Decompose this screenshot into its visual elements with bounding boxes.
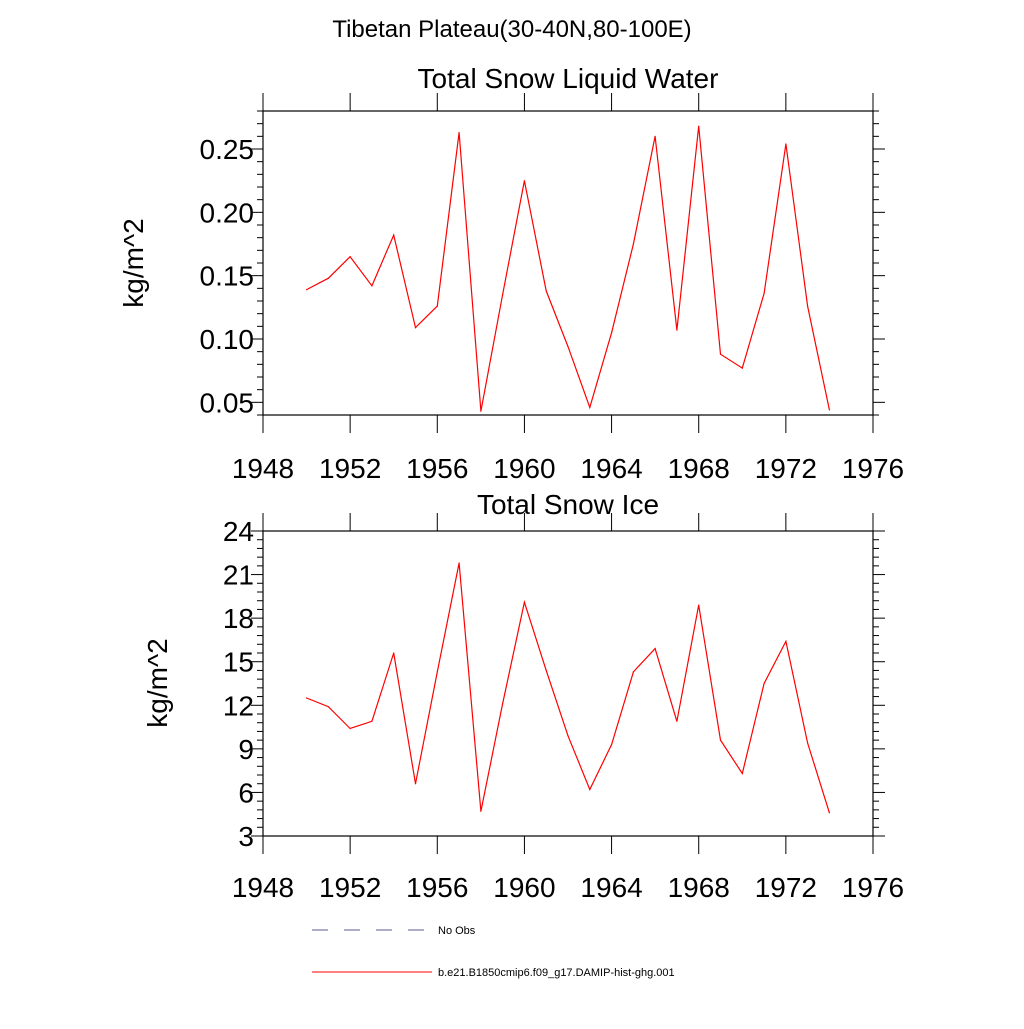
y-tick-label: 9 (238, 734, 254, 765)
y-tick-label: 3 (238, 821, 254, 852)
data-point (610, 743, 613, 746)
data-point (698, 125, 700, 127)
y-tick-label: 0.15 (200, 261, 255, 292)
data-point (719, 739, 722, 741)
x-tick-label: 1972 (755, 872, 817, 903)
y-tick-label: 0.20 (200, 197, 255, 228)
data-point (589, 788, 591, 791)
data-point (545, 669, 547, 672)
data-point (480, 410, 482, 412)
chart-title: Total Snow Liquid Water (418, 63, 719, 94)
data-point (305, 289, 308, 291)
data-point (654, 648, 656, 650)
y-tick-label: 15 (223, 647, 254, 678)
x-tick-label: 1960 (493, 453, 555, 484)
data-point (610, 332, 613, 334)
series-line (306, 562, 830, 813)
x-tick-label: 1968 (668, 872, 730, 903)
data-point (502, 703, 504, 705)
x-tick-label: 1952 (319, 872, 381, 903)
data-point (349, 256, 351, 258)
chart-panel: Total Snow Liquid Water 1948 1952 1956 1960 1… (118, 63, 904, 484)
data-point (676, 329, 678, 331)
data-point (414, 783, 417, 785)
legend-label: No Obs (438, 925, 476, 937)
x-tick-label: 1956 (406, 453, 468, 484)
y-tick-label: 12 (223, 690, 254, 721)
y-tick-label: 0.25 (200, 134, 255, 165)
data-point (414, 327, 417, 329)
data-point (567, 735, 569, 737)
y-tick-label: 0.05 (200, 387, 255, 418)
x-tick-label: 1948 (232, 872, 294, 903)
data-point (502, 294, 504, 296)
data-point (741, 772, 743, 775)
data-point (828, 812, 831, 814)
data-point (327, 706, 329, 708)
y-tick-label: 21 (223, 560, 254, 591)
data-point (589, 406, 591, 408)
x-tick-label: 1952 (319, 453, 381, 484)
data-point (523, 601, 526, 603)
data-point (349, 727, 351, 730)
data-point (567, 346, 569, 348)
data-point (763, 292, 765, 294)
data-point (763, 682, 765, 685)
data-point (807, 742, 809, 744)
data-point (828, 409, 831, 411)
data-point (719, 353, 722, 355)
data-point (698, 604, 700, 606)
data-point (785, 143, 787, 145)
x-tick-label: 1968 (668, 453, 730, 484)
legend: No Obs b.e21.B1850cmip6.f09_g17.DAMIP-his… (312, 925, 675, 979)
data-point (523, 180, 526, 182)
x-tick-label: 1972 (755, 453, 817, 484)
figure-title: Tibetan Plateau(30-40N,80-100E) (332, 16, 692, 43)
data-point (327, 277, 329, 279)
data-point (458, 562, 460, 564)
data-point (436, 671, 438, 673)
x-tick-label: 1960 (493, 872, 555, 903)
data-point (480, 810, 482, 812)
data-point (371, 720, 373, 722)
y-tick-label: 24 (223, 516, 254, 547)
x-tick-label: 1964 (580, 453, 642, 484)
data-point (371, 285, 373, 287)
data-point (807, 305, 809, 307)
data-point (436, 305, 438, 307)
data-point (785, 640, 787, 642)
data-point (676, 720, 678, 722)
data-point (654, 135, 656, 137)
data-point (393, 652, 395, 654)
chart-title: Total Snow Ice (477, 489, 659, 520)
legend-label: b.e21.B1850cmip6.f09_g17.DAMIP-hist-ghg.… (438, 967, 675, 979)
y-axis-label: kg/m^2 (118, 218, 149, 307)
y-tick-label: 18 (223, 603, 254, 634)
x-tick-label: 1956 (406, 872, 468, 903)
y-tick-label: 0.10 (200, 324, 255, 355)
x-tick-label: 1976 (842, 453, 904, 484)
data-point (632, 243, 634, 245)
data-point (741, 367, 743, 369)
data-point (305, 697, 308, 699)
series-line (306, 126, 830, 412)
data-point (458, 131, 460, 134)
x-tick-label: 1976 (842, 872, 904, 903)
data-point (545, 290, 547, 292)
plot-frame (262, 530, 874, 837)
x-tick-label: 1948 (232, 453, 294, 484)
data-point (393, 234, 395, 236)
data-point (632, 671, 634, 673)
chart-panel: Total Snow Ice 1948 1952 1956 1960 1964 1968 19… (142, 489, 904, 903)
x-tick-label: 1964 (580, 872, 642, 903)
y-axis-label: kg/m^2 (142, 638, 173, 727)
y-tick-label: 6 (238, 777, 254, 808)
